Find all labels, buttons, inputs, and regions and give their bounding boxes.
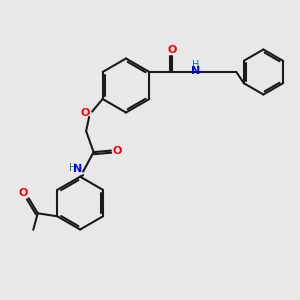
Text: H: H: [192, 60, 200, 70]
Text: O: O: [18, 188, 27, 198]
Text: N: N: [73, 164, 82, 174]
Text: O: O: [81, 108, 90, 118]
Text: O: O: [113, 146, 122, 156]
Text: O: O: [167, 45, 177, 55]
Text: H: H: [69, 163, 76, 173]
Text: N: N: [191, 66, 200, 76]
